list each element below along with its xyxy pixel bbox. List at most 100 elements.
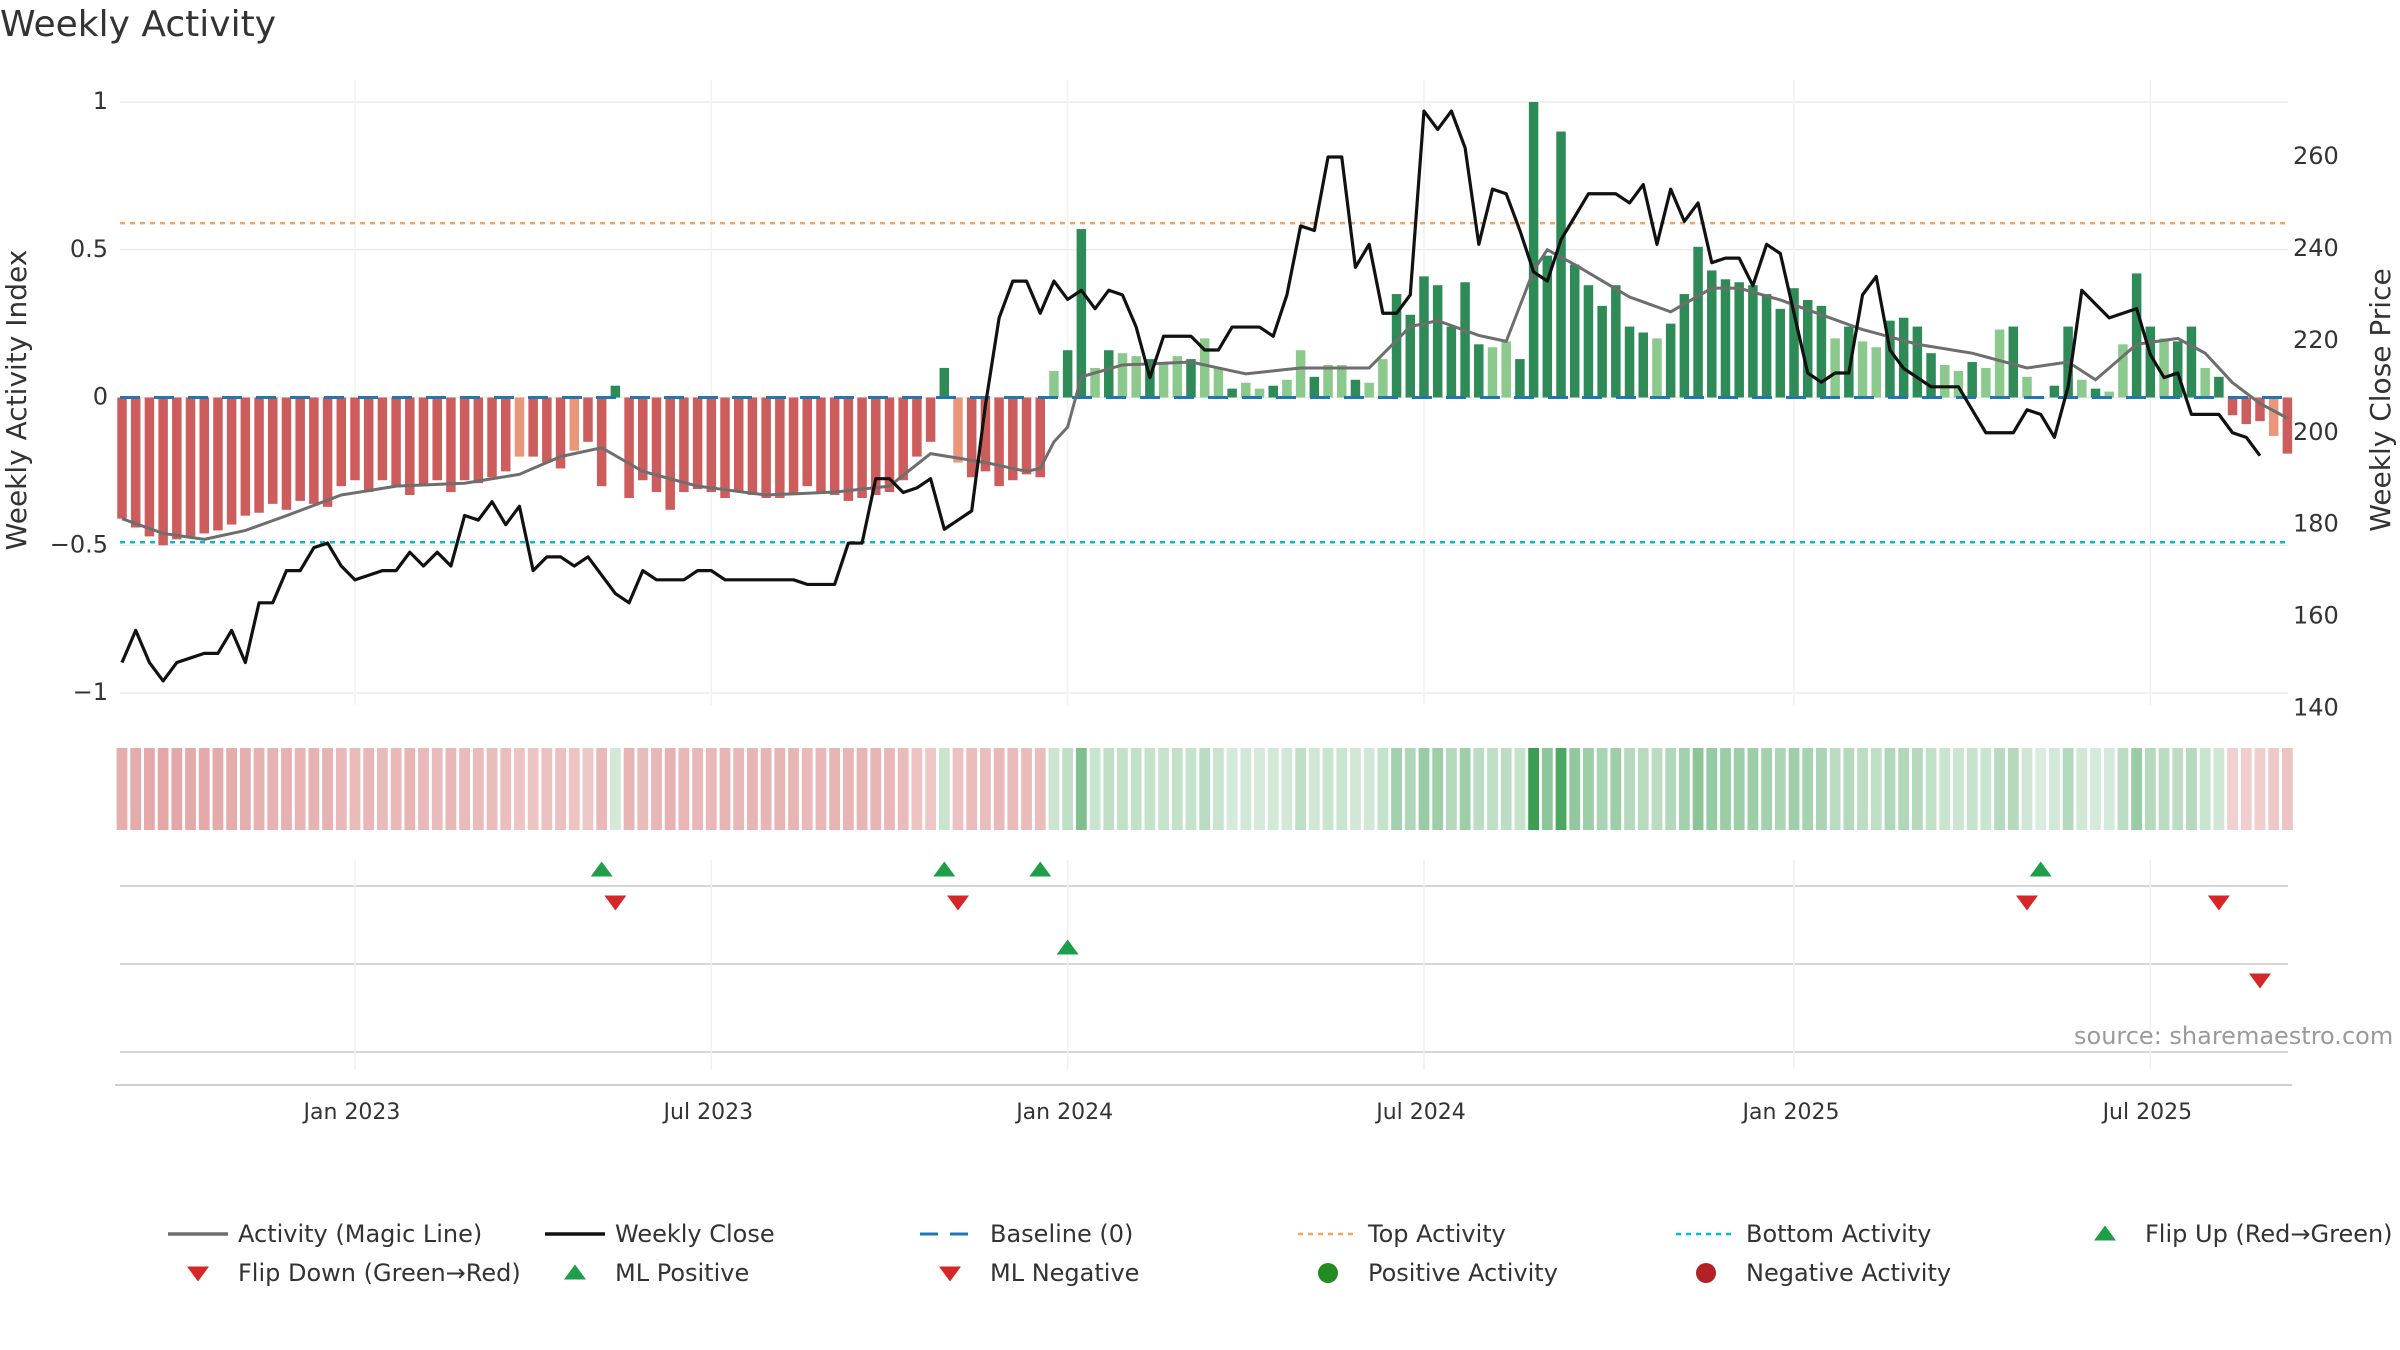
activity-bar xyxy=(802,397,812,487)
activity-bar xyxy=(2118,344,2128,398)
activity-bar xyxy=(1199,338,1210,398)
activity-bar xyxy=(542,397,552,463)
activity-bar xyxy=(1158,362,1169,398)
heat-cell xyxy=(472,748,484,830)
heat-cell xyxy=(637,748,649,830)
source-credit: source: sharemaestro.com xyxy=(2074,1022,2394,1050)
activity-bar xyxy=(1035,397,1045,478)
legend-label-close: Weekly Close xyxy=(615,1220,775,1248)
legend-swatch-positive xyxy=(1318,1263,1338,1283)
activity-bar xyxy=(1501,341,1511,398)
heat-cell xyxy=(349,748,361,830)
activity-bar xyxy=(1021,397,1032,475)
activity-bar xyxy=(2241,397,2252,425)
heat-cell xyxy=(664,748,676,830)
activity-bar xyxy=(1720,279,1731,398)
heat-cell xyxy=(1500,748,1512,830)
heat-cell xyxy=(2035,748,2047,830)
heat-cell xyxy=(884,748,895,830)
activity-bar xyxy=(1487,347,1498,398)
activity-bar xyxy=(405,397,415,496)
legend-label-ml-negative: ML Negative xyxy=(990,1259,1139,1287)
activity-bar xyxy=(500,397,511,472)
heat-cell xyxy=(2254,748,2266,830)
activity-bar xyxy=(1282,379,1292,398)
heat-cell xyxy=(788,748,799,830)
heat-cell xyxy=(1980,748,1992,830)
activity-bar xyxy=(569,397,580,451)
activity-bar xyxy=(2131,273,2142,398)
activity-bar xyxy=(706,397,717,493)
heat-cell xyxy=(952,748,964,830)
heat-cell xyxy=(1007,748,1019,830)
activity-bar xyxy=(2008,326,2019,398)
heat-cell xyxy=(1678,748,1690,830)
heat-cell xyxy=(1391,748,1402,830)
activity-bar xyxy=(350,397,360,481)
heat-cell xyxy=(130,748,142,830)
heat-cell xyxy=(1514,748,1526,830)
heat-cell xyxy=(1829,748,1841,830)
activity-bar xyxy=(871,397,881,496)
heat-cell xyxy=(2172,748,2184,830)
heat-cell xyxy=(1843,748,1855,830)
activity-bar xyxy=(1926,353,1936,398)
activity-bar xyxy=(1446,326,1457,398)
activity-bar xyxy=(377,397,388,481)
heat-cell xyxy=(1213,748,1224,830)
activity-bar xyxy=(117,397,127,519)
heat-cell xyxy=(2158,748,2170,830)
heat-cell xyxy=(281,748,292,830)
activity-bar xyxy=(2227,397,2238,416)
heat-cell xyxy=(1199,748,1211,830)
heat-cell xyxy=(1569,748,1581,830)
activity-bar xyxy=(1062,350,1073,398)
heat-cell xyxy=(541,748,553,830)
activity-bar xyxy=(816,397,826,493)
activity-bar xyxy=(2200,367,2210,398)
heat-cell xyxy=(445,748,457,830)
activity-bar xyxy=(1583,285,1594,398)
activity-bar xyxy=(2145,326,2156,398)
activity-bar xyxy=(2104,391,2114,398)
heat-cell xyxy=(1240,748,1252,830)
activity-bar xyxy=(336,397,347,487)
heat-cell xyxy=(1336,748,1348,830)
activity-bar xyxy=(2159,338,2169,398)
activity-bar xyxy=(1857,341,1868,398)
activity-bar xyxy=(1734,282,1744,398)
heat-cell xyxy=(1350,748,1361,830)
heat-cell xyxy=(2131,748,2143,830)
heat-cell xyxy=(486,748,498,830)
activity-bar xyxy=(1528,102,1539,398)
heat-cell xyxy=(1624,748,1635,830)
activity-bar xyxy=(213,397,223,531)
activity-bar xyxy=(446,397,456,493)
activity-bar xyxy=(761,397,771,498)
legend-label-flip-down: Flip Down (Green→Red) xyxy=(238,1259,521,1287)
activity-bar xyxy=(1295,350,1306,398)
heat-cell xyxy=(774,748,786,830)
heat-cell xyxy=(1445,748,1457,830)
heat-cell xyxy=(1322,748,1334,830)
activity-bar xyxy=(1336,364,1347,398)
heat-cell xyxy=(980,748,991,830)
activity-bar xyxy=(487,397,497,478)
heat-cell xyxy=(870,748,882,830)
heat-cell xyxy=(239,748,251,830)
legend-swatch-flip-down xyxy=(187,1266,209,1282)
activity-bar xyxy=(1775,308,1786,398)
activity-bar xyxy=(1953,370,1964,398)
right-tick-label: 200 xyxy=(2293,418,2339,446)
activity-bar xyxy=(953,397,963,463)
activity-bar xyxy=(1378,359,1388,398)
heat-cell xyxy=(418,748,429,830)
x-tick-label: Jul 2025 xyxy=(2101,1100,2193,1125)
activity-bar xyxy=(1693,246,1703,398)
activity-bar xyxy=(1008,397,1018,481)
flip-down-marker xyxy=(2207,895,2230,911)
heat-cell xyxy=(500,748,512,830)
heat-cell xyxy=(1281,748,1293,830)
activity-bar xyxy=(1707,270,1717,398)
